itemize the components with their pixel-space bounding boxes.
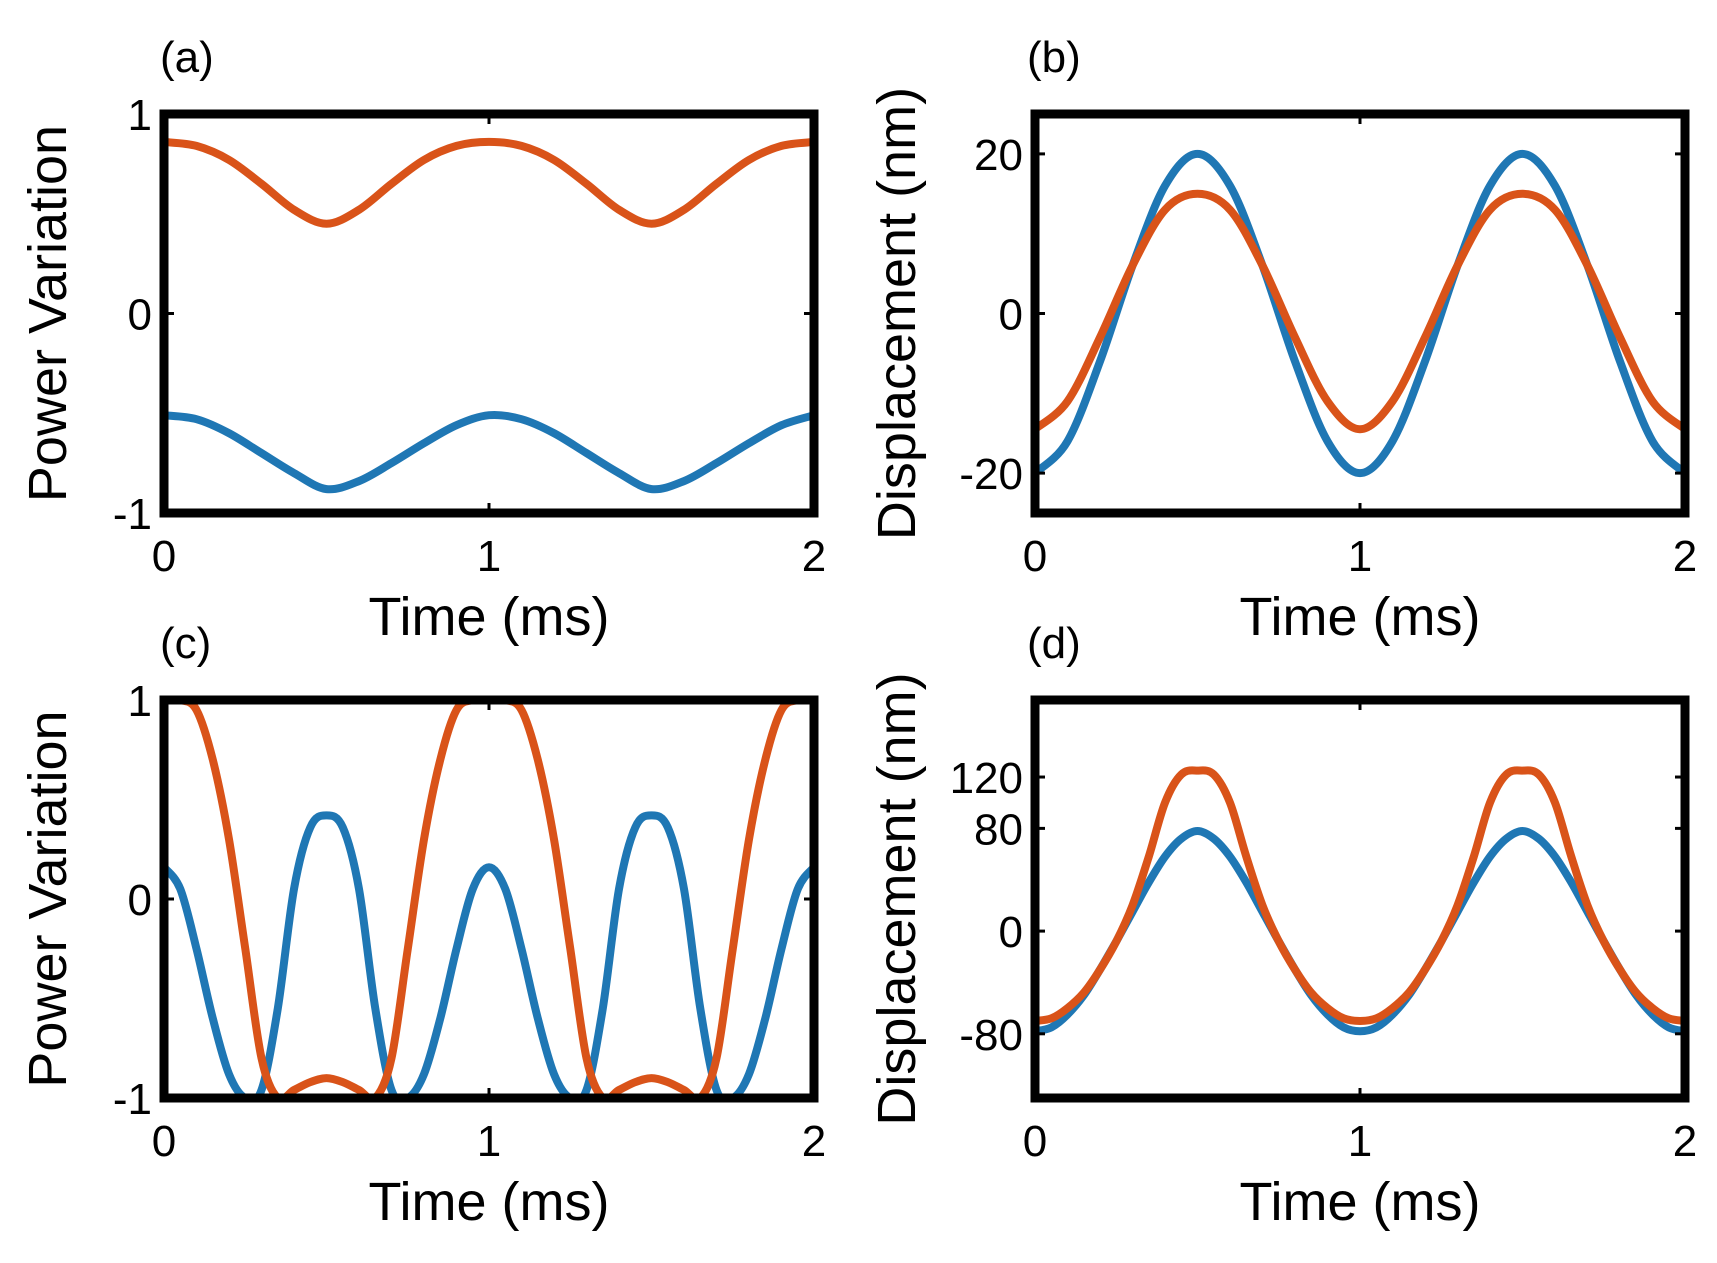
y-axis-label-b: Displacement (nm): [867, 87, 927, 540]
y-tick-label-b: 0: [999, 291, 1023, 340]
y-tick-label-d: -80: [959, 1011, 1023, 1060]
x-tick-label-d: 2: [1673, 1117, 1697, 1166]
series-blue-line-c: [164, 811, 814, 1098]
panel-label-c: (c): [160, 619, 211, 668]
series-orange-line-c: [164, 700, 814, 1098]
y-tick-label-c: 1: [128, 677, 152, 726]
x-tick-label-b: 0: [1023, 532, 1047, 581]
y-axis-label-a: Power Variation: [18, 125, 78, 502]
y-tick-label-a: -1: [113, 490, 152, 539]
y-axis-label-c: Power Variation: [18, 710, 78, 1087]
x-tick-label-d: 1: [1348, 1117, 1372, 1166]
x-tick-label-c: 0: [152, 1117, 176, 1166]
x-tick-label-b: 2: [1673, 532, 1697, 581]
x-tick-label-c: 2: [802, 1117, 826, 1166]
x-axis-label-a: Time (ms): [369, 587, 610, 647]
y-tick-label-a: 1: [128, 91, 152, 140]
y-tick-label-b: -20: [959, 450, 1023, 499]
panel-label-a: (a): [160, 33, 214, 82]
x-tick-label-d: 0: [1023, 1117, 1047, 1166]
panel-label-b: (b): [1027, 33, 1081, 82]
y-tick-label-d: 80: [974, 805, 1023, 854]
y-axis-label-d: Displacement (nm): [867, 672, 927, 1125]
x-tick-label-a: 1: [477, 532, 501, 581]
x-axis-label-d: Time (ms): [1240, 1172, 1481, 1232]
panel-label-d: (d): [1027, 619, 1081, 668]
x-tick-label-b: 1: [1348, 532, 1372, 581]
series-blue-line-d: [1035, 827, 1685, 1036]
x-tick-label-a: 2: [802, 532, 826, 581]
series-orange-line-d: [1035, 766, 1685, 1025]
x-axis-label-c: Time (ms): [369, 1172, 610, 1232]
y-tick-label-d: 120: [950, 754, 1023, 803]
y-tick-label-c: -1: [113, 1075, 152, 1124]
series-blue-line-a: [164, 410, 814, 494]
y-tick-label-c: 0: [128, 876, 152, 925]
x-tick-label-c: 1: [477, 1117, 501, 1166]
y-tick-label-a: 0: [128, 291, 152, 340]
x-axis-label-b: Time (ms): [1240, 587, 1481, 647]
y-tick-label-b: 20: [974, 131, 1023, 180]
x-tick-label-a: 0: [152, 532, 176, 581]
series-orange-line-a: [164, 137, 814, 228]
y-tick-label-d: 0: [999, 908, 1023, 957]
series-orange-line-b: [1035, 189, 1685, 434]
